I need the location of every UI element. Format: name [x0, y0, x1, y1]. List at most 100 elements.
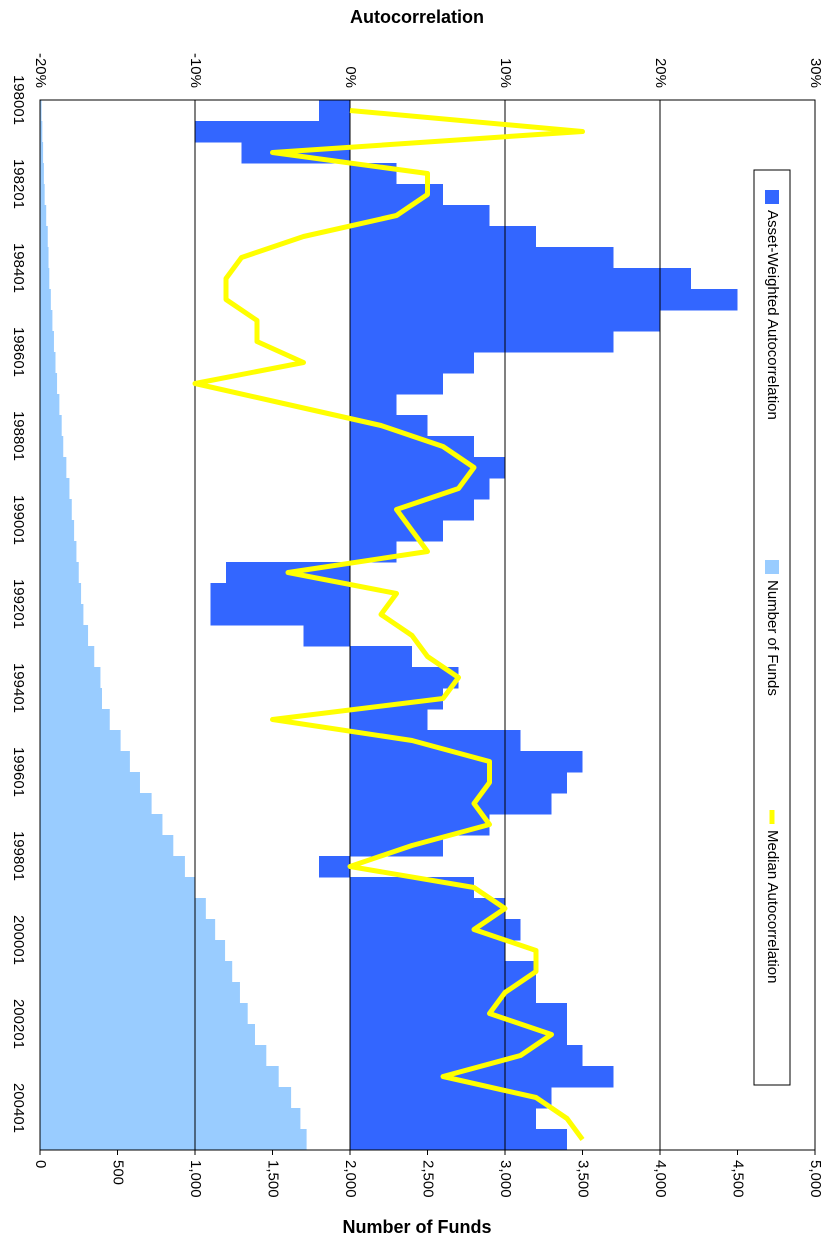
- bar: [350, 667, 459, 689]
- bar: [39, 142, 44, 164]
- bar: [195, 121, 350, 143]
- y2-tick-label: 1,000: [187, 1160, 204, 1198]
- bar: [39, 898, 206, 920]
- bar: [350, 793, 552, 815]
- y2-tick-label: 3,500: [575, 1160, 592, 1198]
- bar: [350, 646, 412, 668]
- bar: [40, 982, 240, 1004]
- bar: [40, 121, 43, 143]
- bar: [39, 541, 77, 563]
- bar: [39, 373, 58, 395]
- bar: [350, 751, 583, 773]
- bar: [319, 100, 350, 122]
- bar: [350, 1108, 536, 1130]
- bar: [40, 310, 53, 332]
- y2-tick-label: 0: [32, 1160, 49, 1168]
- x-tick-label: 199201: [10, 579, 27, 629]
- bar: [350, 835, 443, 857]
- autocorr-layer: [195, 100, 738, 1151]
- bar: [40, 604, 84, 626]
- y-tick-label: 20%: [652, 58, 669, 88]
- bar: [40, 226, 48, 248]
- bar: [40, 646, 95, 668]
- y2-tick-label: 4,500: [730, 1160, 747, 1198]
- bar: [40, 415, 62, 437]
- bar: [40, 1066, 279, 1088]
- x-tick-label: 198201: [10, 159, 27, 209]
- legend-box: [753, 169, 791, 1086]
- rotated-chart: Autocorrelation Number of Funds -20% -10%…: [10, 7, 824, 1237]
- x-tick-label: 199401: [10, 663, 27, 713]
- y-tick-label: -20%: [32, 53, 49, 88]
- y-tick-label: 30%: [807, 58, 824, 88]
- bar: [40, 184, 45, 206]
- bar: [39, 1045, 267, 1067]
- bar: [350, 394, 397, 416]
- y2-tick-label: 2,500: [420, 1160, 437, 1198]
- bar: [210, 583, 350, 605]
- bar: [350, 982, 536, 1004]
- bar: [39, 793, 152, 815]
- bar: [350, 1087, 552, 1109]
- bar: [40, 814, 163, 836]
- bar: [350, 268, 691, 290]
- bar: [40, 436, 64, 458]
- bar: [40, 247, 49, 269]
- bar: [350, 520, 443, 542]
- y2-tick-label: 3,000: [497, 1160, 514, 1198]
- funds-layer: [39, 100, 307, 1151]
- bar: [39, 772, 140, 794]
- bar: [350, 457, 505, 479]
- x-tick-label: 200201: [10, 999, 27, 1049]
- bar: [350, 247, 614, 269]
- bar: [350, 1129, 567, 1151]
- bar: [39, 1129, 307, 1151]
- bar: [350, 1003, 567, 1025]
- y2-tick-label: 2,000: [342, 1160, 359, 1198]
- bar: [40, 583, 82, 605]
- bar: [39, 289, 51, 311]
- bar: [350, 352, 474, 374]
- legend-label: Median Autocorrelation: [764, 830, 781, 983]
- bar: [40, 751, 130, 773]
- bar: [350, 499, 474, 521]
- x-tick-label: 198001: [10, 75, 27, 125]
- bar: [39, 856, 185, 878]
- bar: [350, 1024, 567, 1046]
- y2-tick-label: 500: [110, 1160, 127, 1185]
- bar: [350, 436, 474, 458]
- bar: [303, 625, 350, 647]
- bar: [40, 478, 70, 500]
- bar: [210, 604, 350, 626]
- bar: [40, 877, 195, 899]
- legend-swatch: [765, 190, 779, 204]
- bar: [350, 226, 536, 248]
- bar: [40, 1108, 301, 1130]
- line-layer: [192, 108, 585, 1141]
- x-tick-label: 199601: [10, 747, 27, 797]
- bar: [350, 709, 428, 731]
- bar: [350, 1045, 583, 1067]
- bar: [39, 625, 89, 647]
- y-tick-label: 0%: [342, 66, 359, 88]
- bar: [40, 961, 233, 983]
- y-axis-title: Autocorrelation: [350, 7, 484, 27]
- bar: [39, 1024, 255, 1046]
- bar: [40, 394, 60, 416]
- legend-label: Number of Funds: [764, 580, 781, 696]
- x-tick-label: 200001: [10, 915, 27, 965]
- x-tick-label: 198401: [10, 243, 27, 293]
- x-tick-label: 199001: [10, 495, 27, 545]
- bar: [350, 205, 490, 227]
- bar: [39, 730, 121, 752]
- bar: [39, 835, 174, 857]
- bar: [350, 289, 738, 311]
- bar: [40, 163, 44, 185]
- bar: [350, 877, 474, 899]
- bar: [40, 205, 47, 227]
- bar: [40, 940, 226, 962]
- plot-frame: [39, 99, 816, 1151]
- x-tick-label: 198601: [10, 327, 27, 377]
- bar: [350, 373, 443, 395]
